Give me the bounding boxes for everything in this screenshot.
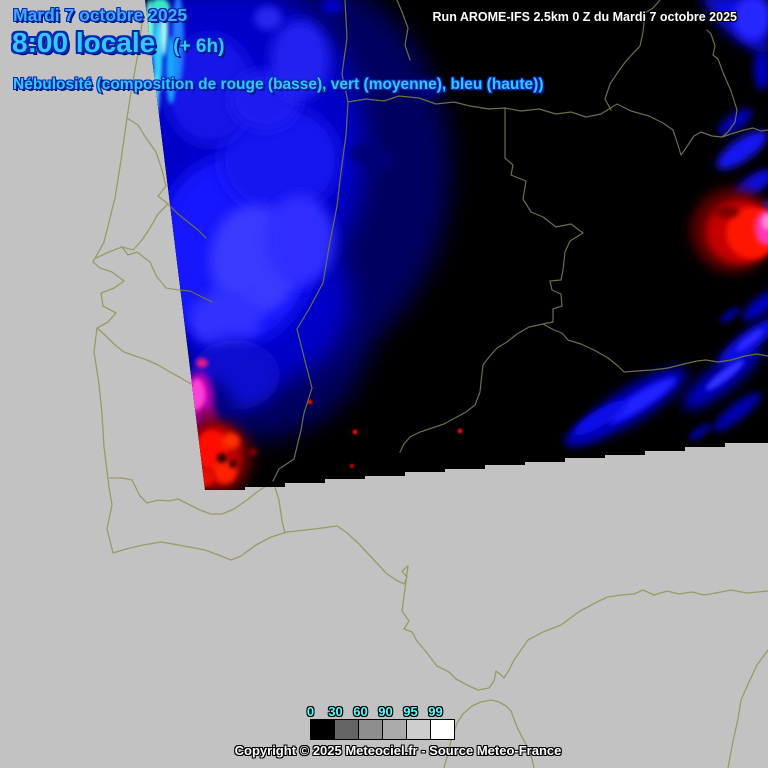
legend-swatch xyxy=(382,719,407,740)
legend-label: 0 xyxy=(306,704,315,719)
legend-swatches xyxy=(310,719,455,740)
legend-swatch xyxy=(430,719,455,740)
time-row: 8:00 locale (+ 6h) xyxy=(12,29,224,57)
legend-swatch xyxy=(358,719,383,740)
coastline-rif xyxy=(727,649,768,768)
copyright: Copyright © 2025 Meteociel.fr - Source M… xyxy=(234,743,562,758)
legend-swatch xyxy=(406,719,431,740)
border-district-4 xyxy=(96,327,192,385)
coastline-morocco xyxy=(443,699,535,768)
coastline-iberia xyxy=(92,13,768,691)
cloud-layer xyxy=(145,0,768,490)
border-algarve xyxy=(109,477,274,515)
legend-label: 95 xyxy=(403,704,418,719)
date-title: Mardi 7 octobre 2025 xyxy=(13,5,188,25)
legend-label: 99 xyxy=(428,704,443,719)
forecast-offset: (+ 6h) xyxy=(173,36,225,57)
border-district-2 xyxy=(95,203,169,259)
legend-swatch xyxy=(334,719,359,740)
legend-swatch xyxy=(310,719,335,740)
local-time: 8:00 locale xyxy=(12,27,156,58)
legend-label: 30 xyxy=(328,704,343,719)
legend-label: 60 xyxy=(353,704,368,719)
parameter-subtitle: Nébulosité (composition de rouge (basse)… xyxy=(13,76,544,93)
legend-labels: 0 30 60 90 95 99 xyxy=(298,705,448,718)
legend-label: 90 xyxy=(378,704,393,719)
run-info: Run AROME-IFS 2.5km 0 Z du Mardi 7 octob… xyxy=(432,10,737,24)
